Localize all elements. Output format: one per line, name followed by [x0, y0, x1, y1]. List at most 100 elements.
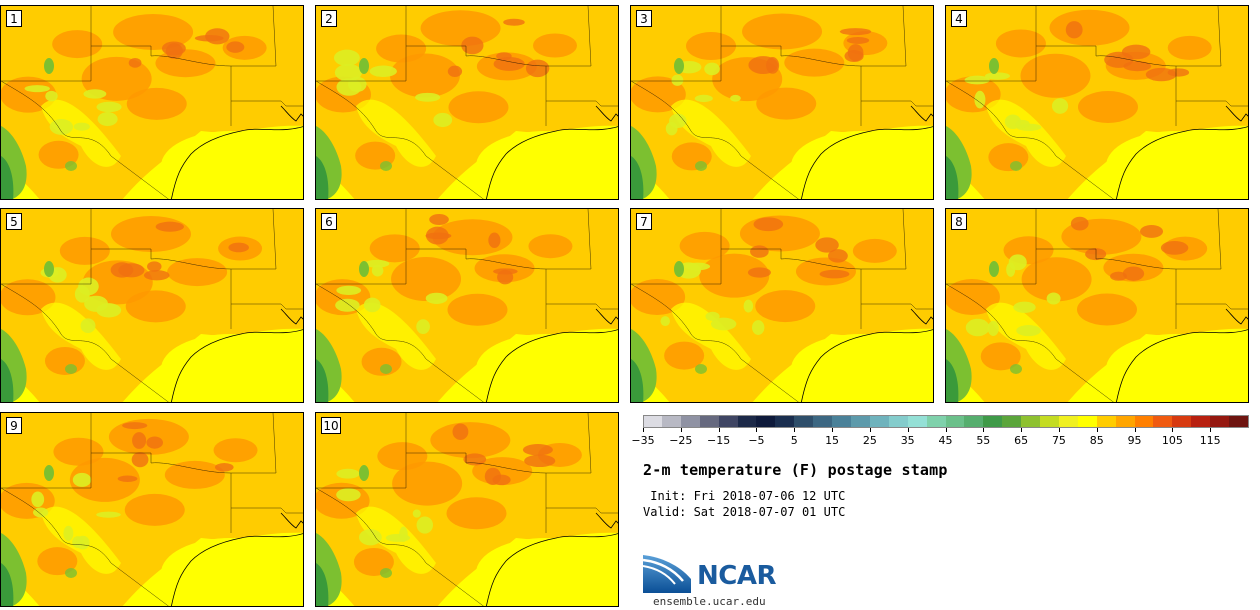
colorbar-swatch [680, 415, 701, 428]
ensemble-member-panel: 4 [945, 5, 1249, 200]
colorbar-tick [718, 428, 720, 432]
colorbar-tick [1134, 428, 1136, 432]
panel-number-label: 5 [6, 213, 22, 230]
colorbar-tick [794, 428, 796, 432]
colorbar-tick [680, 428, 682, 432]
colorbar-tick [643, 428, 644, 432]
colorbar-swatch [1058, 415, 1079, 428]
colorbar-tick [1021, 428, 1023, 432]
colorbar-tick [1210, 428, 1212, 432]
colorbar-tick-label: −35 [631, 434, 655, 447]
colorbar-swatch [907, 415, 928, 428]
panel-number-label: 7 [636, 213, 652, 230]
colorbar-tick [945, 428, 947, 432]
panel-number-label: 6 [321, 213, 337, 230]
ensemble-member-panel: 5 [0, 208, 304, 403]
ensemble-member-panel: 6 [315, 208, 619, 403]
colorbar-tick-label: 45 [938, 434, 953, 447]
panel-number-label: 1 [6, 10, 22, 27]
temperature-map [316, 6, 618, 199]
colorbar-swatch [983, 415, 1003, 428]
colorbar-swatch [737, 415, 757, 428]
colorbar-tick [907, 428, 909, 432]
colorbar-tick-label: −15 [707, 434, 731, 447]
temperature-map [946, 6, 1248, 199]
temperature-map [1, 209, 303, 402]
colorbar-tick-label: −25 [669, 434, 693, 447]
panel-number-label: 3 [636, 10, 652, 27]
colorbar-swatch [699, 415, 720, 428]
colorbar-swatch [869, 415, 890, 428]
ensemble-member-panel: 2 [315, 5, 619, 200]
ensemble-member-panel: 9 [0, 412, 304, 607]
colorbar-tick-label: 65 [1014, 434, 1029, 447]
colorbar-tick-label: −5 [748, 434, 765, 447]
temperature-map [1, 413, 303, 606]
panel-number-label: 9 [6, 417, 22, 434]
temperature-map [946, 209, 1248, 402]
ncar-logo-text: NCAR [697, 561, 776, 591]
ensemble-member-panel: 7 [630, 208, 934, 403]
colorbar-swatch [1077, 415, 1098, 428]
colorbar-swatch [794, 415, 814, 428]
colorbar-tick [1172, 428, 1174, 432]
colorbar-swatch [1096, 415, 1117, 428]
colorbar-swatch [964, 415, 984, 428]
ensemble-member-panel: 10 [315, 412, 619, 607]
colorbar-swatch [1040, 415, 1060, 428]
colorbar-swatch [661, 415, 682, 428]
colorbar-tick-label: 55 [976, 434, 991, 447]
colorbar-swatch [1229, 415, 1249, 428]
panel-number-label: 2 [321, 10, 337, 27]
ensemble-member-panel: 8 [945, 208, 1249, 403]
colorbar-swatch [1002, 415, 1022, 428]
colorbar-swatch [888, 415, 909, 428]
temperature-map [1, 6, 303, 199]
ncar-logo-icon [643, 555, 691, 593]
panel-number-label: 8 [951, 213, 967, 230]
colorbar-swatch [813, 415, 833, 428]
ensemble-member-panel: 3 [630, 5, 934, 200]
colorbar-tick [832, 428, 834, 432]
colorbar-swatch [718, 415, 739, 428]
temperature-map [631, 209, 933, 402]
ensemble-member-panel: 1 [0, 5, 304, 200]
colorbar-swatch [1153, 415, 1173, 428]
temperature-map [316, 209, 618, 402]
colorbar-swatch [1210, 415, 1230, 428]
temperature-map [631, 6, 933, 199]
plot-title: 2-m temperature (F) postage stamp [643, 461, 948, 479]
colorbar-swatch [832, 415, 852, 428]
colorbar-swatch [1115, 415, 1136, 428]
panel-number-label: 4 [951, 10, 967, 27]
temperature-colorbar: −35 −25 −15 −5 5 15 25 35 45 55 65 75 85 95 105 115 [631, 415, 1249, 447]
colorbar-tick [1058, 428, 1060, 432]
colorbar-tick-label: 105 [1161, 434, 1183, 447]
colorbar-tick-label: 35 [900, 434, 915, 447]
init-time: Init: Fri 2018-07-06 12 UTC [643, 489, 846, 503]
colorbar-swatch [1172, 415, 1192, 428]
colorbar-swatch [1134, 415, 1154, 428]
colorbar-swatch [850, 415, 871, 428]
colorbar-tick [983, 428, 985, 432]
temperature-map [316, 413, 618, 606]
colorbar-tick-label: 95 [1127, 434, 1142, 447]
colorbar-tick-label: 75 [1051, 434, 1066, 447]
colorbar-tick [1096, 428, 1098, 432]
site-url: ensemble.ucar.edu [653, 595, 766, 608]
colorbar-tick-label: 15 [825, 434, 840, 447]
valid-time: Valid: Sat 2018-07-07 01 UTC [643, 505, 846, 519]
colorbar-swatch [775, 415, 795, 428]
colorbar-tick [756, 428, 758, 432]
colorbar-tick-label: 85 [1089, 434, 1104, 447]
colorbar-swatch [643, 415, 663, 428]
colorbar-swatch [756, 415, 776, 428]
colorbar-tick-label: 25 [862, 434, 877, 447]
colorbar-swatch [1021, 415, 1041, 428]
panel-number-label: 10 [321, 417, 341, 434]
colorbar-tick-label: 5 [790, 434, 798, 447]
colorbar-swatch [1191, 415, 1211, 428]
colorbar-swatch [945, 415, 965, 428]
colorbar-tick [869, 428, 871, 432]
colorbar-tick-label: 115 [1199, 434, 1221, 447]
